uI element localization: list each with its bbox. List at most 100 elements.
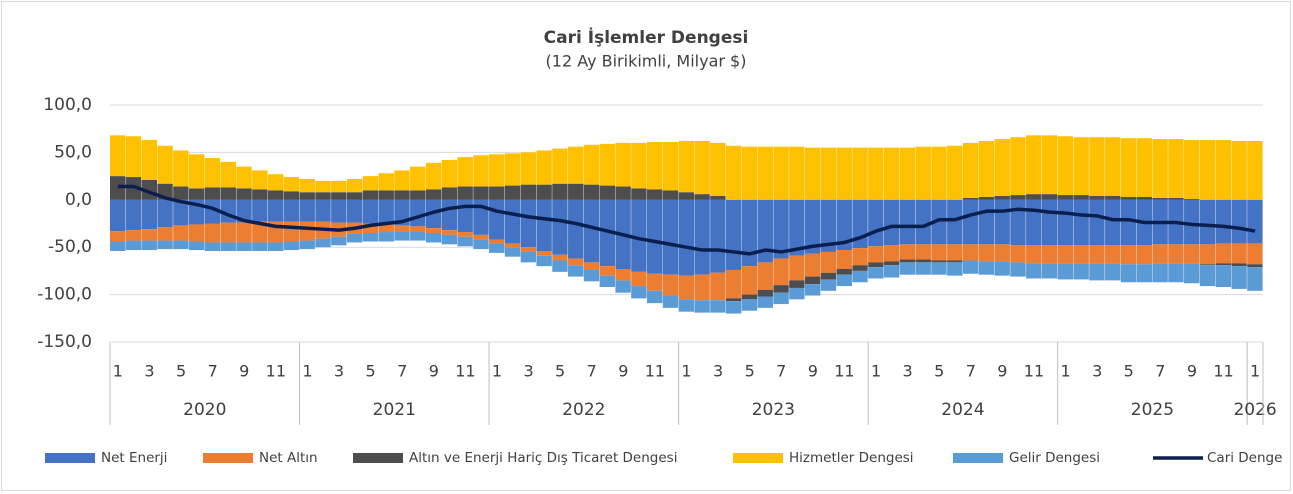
bar-segment [915, 259, 931, 263]
legend-swatch [203, 453, 253, 463]
x-tick-label: 11 [266, 362, 286, 381]
bar-segment [394, 225, 410, 232]
bar-segment [694, 199, 710, 275]
bar-segment [962, 199, 979, 245]
bar-segment [1247, 141, 1263, 200]
bar-segment [552, 260, 568, 272]
bar-segment [252, 242, 268, 251]
x-tick-label: 3 [334, 362, 344, 381]
bar-segment [615, 186, 631, 200]
year-label: 2026 [1233, 400, 1276, 420]
bar-segment [536, 255, 552, 267]
bar-segment [1247, 264, 1263, 268]
bar-segment [331, 236, 347, 246]
bar-segment [520, 199, 537, 248]
legend-label: Hizmetler Dengesi [789, 450, 914, 466]
bar-segment [173, 225, 189, 241]
bar-segment [173, 186, 189, 200]
bar-segment [631, 199, 647, 272]
bar-segment [473, 155, 489, 187]
bar-segment [299, 221, 315, 241]
x-tick-label: 11 [1024, 362, 1044, 381]
bar-segment [1073, 199, 1089, 246]
year-label: 2023 [752, 400, 795, 420]
bar-segment [615, 280, 631, 293]
bar-segment [125, 177, 142, 200]
bar-segment [678, 299, 694, 312]
x-tick-label: 3 [903, 362, 913, 381]
legend-swatch [45, 453, 95, 463]
year-label: 2020 [183, 400, 226, 420]
bar-segment [110, 231, 126, 242]
bar-segment [978, 141, 995, 197]
bar-segment [662, 141, 679, 191]
bar-segment [1105, 137, 1121, 197]
bar-segment [362, 190, 379, 200]
bar-segment [362, 176, 379, 191]
bar-segment [1215, 263, 1232, 266]
bar-segment [852, 270, 868, 283]
bar-segment [1199, 199, 1216, 245]
line-series [117, 184, 1256, 256]
bar-segment [725, 145, 742, 200]
x-tick-label: 3 [713, 362, 723, 381]
bar-segment [299, 199, 315, 222]
bar-segment [252, 221, 268, 243]
bar-segment [299, 192, 315, 200]
bar-segment [694, 141, 710, 195]
bar-segment [489, 154, 505, 187]
bar-segment [868, 199, 884, 247]
x-tick-label: 5 [555, 362, 565, 381]
bar-segment [757, 262, 773, 290]
legend-swatch [353, 453, 403, 463]
bar-segment [110, 176, 126, 200]
bar-segment [1120, 264, 1137, 283]
bar-segment [1199, 244, 1216, 265]
bar-segment [994, 244, 1010, 262]
bar-segment [710, 196, 726, 200]
bar-segment [110, 135, 126, 177]
bar-segment [425, 228, 442, 233]
bar-segment [883, 245, 900, 262]
bar-segment [331, 192, 347, 200]
bar-segment [1152, 244, 1168, 264]
bar-segment [236, 242, 252, 251]
bar-segment [1089, 196, 1105, 200]
bar-segment [583, 269, 600, 282]
bar-segment [425, 199, 442, 229]
bar-segment [868, 147, 884, 200]
bar-segment [504, 247, 521, 257]
bar-segment [204, 158, 221, 188]
bar-segment [899, 244, 916, 260]
year-label: 2025 [1131, 400, 1174, 420]
bar-segment [994, 261, 1010, 276]
bar-segment [773, 292, 789, 305]
year-label: 2024 [941, 400, 984, 420]
bar-segment [1231, 243, 1247, 264]
bar-segment [662, 190, 679, 200]
bar-segment [141, 229, 157, 241]
bar-segment [410, 166, 426, 191]
bar-segment [1215, 140, 1232, 200]
bar-segment [157, 227, 173, 241]
bar-segment [504, 185, 521, 200]
bar-segment [789, 287, 805, 300]
x-tick-label: 5 [745, 362, 755, 381]
bar-segment [125, 230, 142, 241]
bar-segment [220, 242, 236, 251]
bar-segment [315, 238, 331, 248]
bar-segment [283, 199, 300, 222]
bar-segment [362, 223, 379, 233]
bar-segment [410, 190, 426, 200]
bar-segment [836, 199, 852, 251]
bar-segment [188, 241, 205, 251]
bar-segment [457, 186, 473, 200]
bar-segment [789, 146, 805, 200]
bar-segment [125, 136, 142, 178]
bar-segment [1231, 199, 1247, 244]
bar-segment [236, 199, 252, 223]
bar-segment [1105, 199, 1121, 246]
bar-segment [315, 192, 331, 200]
x-tick-label: 9 [239, 362, 249, 381]
